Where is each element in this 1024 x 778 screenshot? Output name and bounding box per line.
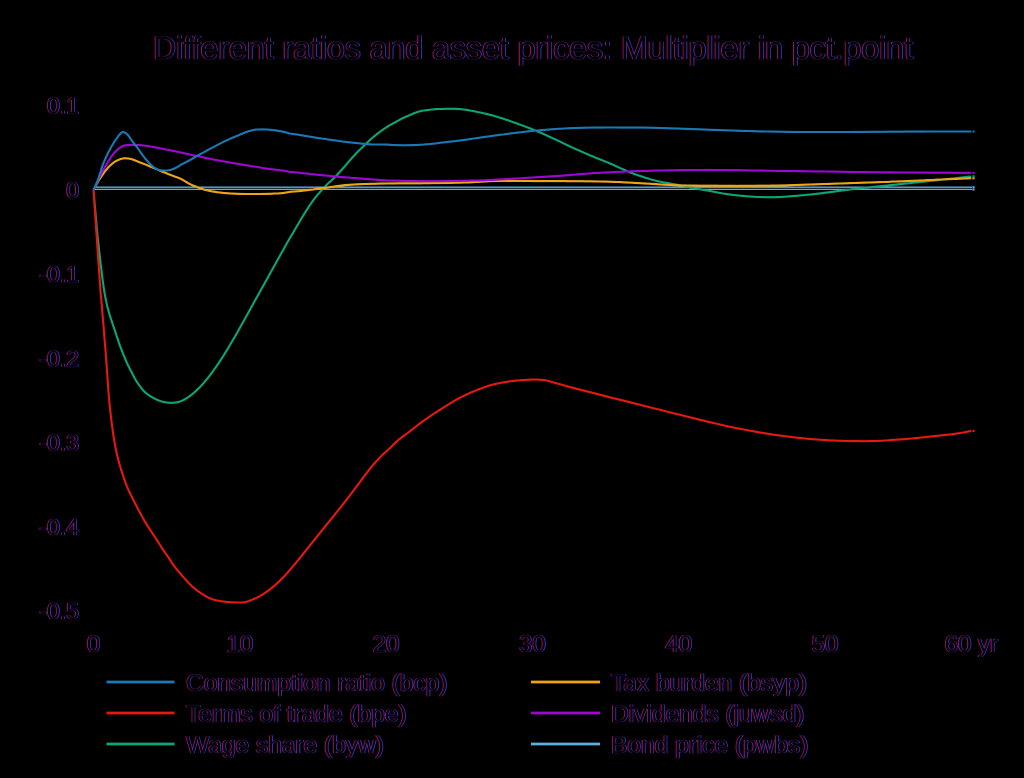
svg-text:Dividends (juwsd): Dividends (juwsd) (612, 701, 805, 728)
svg-text:0: 0 (66, 177, 79, 203)
svg-text:60 yr: 60 yr (944, 631, 997, 658)
svg-text:-0.4: -0.4 (39, 514, 79, 540)
svg-text:Consumption ratio (bcp): Consumption ratio (bcp) (185, 670, 446, 697)
svg-text:Different ratios and asset pri: Different ratios and asset prices: Multi… (152, 30, 912, 66)
svg-text:Wage share (byw): Wage share (byw) (185, 732, 383, 759)
svg-text:Different ratios and asset pri: Different ratios and asset prices: Multi… (154, 30, 914, 66)
svg-text:40: 40 (665, 631, 692, 658)
svg-text:-0.3: -0.3 (39, 430, 79, 456)
svg-text:Bond price (pwbs): Bond price (pwbs) (610, 732, 807, 759)
svg-text:30: 30 (520, 631, 547, 658)
svg-text:40: 40 (666, 631, 693, 658)
svg-text:-0.1: -0.1 (40, 261, 80, 287)
svg-text:-0.5: -0.5 (40, 598, 80, 624)
svg-text:0: 0 (86, 631, 99, 658)
svg-text:Tax burden (bsyp): Tax burden (bsyp) (612, 670, 808, 697)
svg-text:30: 30 (518, 631, 545, 658)
svg-text:20: 20 (373, 631, 400, 658)
svg-text:Terms of trade (bpe): Terms of trade (bpe) (186, 701, 407, 728)
svg-text:0.1: 0.1 (47, 93, 79, 119)
svg-text:-0.1: -0.1 (39, 261, 79, 287)
svg-text:0: 0 (87, 631, 100, 658)
svg-text:Consumption ratio (bcp): Consumption ratio (bcp) (186, 670, 447, 697)
svg-text:-0.3: -0.3 (39, 430, 79, 456)
svg-text:60 yr: 60 yr (945, 631, 998, 658)
svg-text:-0.5: -0.5 (39, 598, 79, 624)
svg-text:Terms of trade (bpe): Terms of trade (bpe) (187, 701, 408, 728)
svg-text:10: 10 (226, 631, 253, 658)
svg-text:Terms of trade (bpe): Terms of trade (bpe) (185, 701, 406, 728)
svg-text:-0.3: -0.3 (40, 430, 80, 456)
svg-text:0: 0 (88, 631, 101, 658)
svg-text:50: 50 (812, 631, 839, 658)
svg-text:Wage share (byw): Wage share (byw) (187, 732, 385, 759)
svg-text:Tax burden (bsyp): Tax burden (bsyp) (611, 670, 807, 697)
svg-text:10: 10 (226, 631, 253, 658)
svg-text:60 yr: 60 yr (945, 631, 998, 658)
svg-text:0.1: 0.1 (46, 93, 78, 119)
svg-text:-0.5: -0.5 (39, 598, 79, 624)
svg-text:-0.4: -0.4 (40, 514, 80, 540)
svg-text:-0.2: -0.2 (39, 345, 79, 371)
svg-text:Different ratios and asset pri: Different ratios and asset prices: Multi… (153, 30, 913, 66)
svg-text:Bond price (pwbs): Bond price (pwbs) (612, 732, 809, 759)
svg-text:Wage share (byw): Wage share (byw) (186, 732, 384, 759)
svg-text:10: 10 (227, 631, 254, 658)
svg-text:20: 20 (374, 631, 401, 658)
svg-text:20: 20 (372, 631, 399, 658)
svg-text:Consumption ratio (bcp): Consumption ratio (bcp) (187, 670, 448, 697)
svg-text:-0.2: -0.2 (40, 345, 80, 371)
svg-text:Tax burden (bsyp): Tax burden (bsyp) (610, 670, 806, 697)
svg-text:0: 0 (65, 177, 78, 203)
svg-text:50: 50 (812, 631, 839, 658)
svg-text:-0.2: -0.2 (39, 345, 79, 371)
svg-text:40: 40 (665, 631, 692, 658)
svg-text:0: 0 (67, 177, 80, 203)
svg-text:Bond price (pwbs): Bond price (pwbs) (611, 732, 808, 759)
svg-text:-0.4: -0.4 (39, 514, 79, 540)
svg-text:0.1: 0.1 (48, 93, 80, 119)
svg-text:30: 30 (519, 631, 546, 658)
svg-text:-0.1: -0.1 (39, 261, 79, 287)
svg-text:Dividends (juwsd): Dividends (juwsd) (611, 701, 804, 728)
svg-text:Dividends (juwsd): Dividends (juwsd) (610, 701, 803, 728)
svg-text:50: 50 (811, 631, 838, 658)
